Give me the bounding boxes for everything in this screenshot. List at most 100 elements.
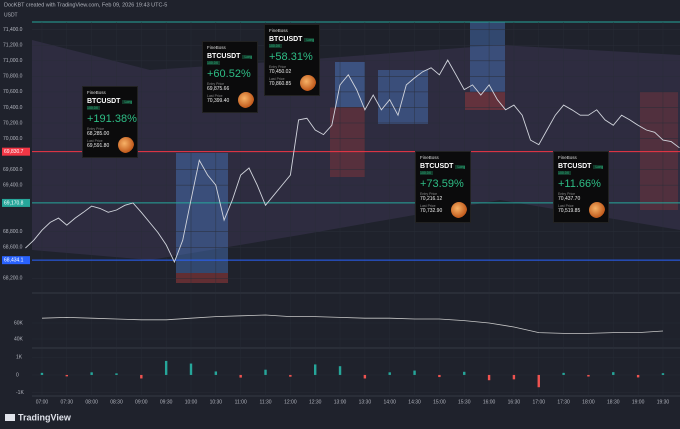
card-val: 70,450.02 <box>269 69 292 75</box>
x-tick-label: 08:30 <box>110 399 123 405</box>
card-sym: BTCUSDT <box>87 98 121 105</box>
delta-bar <box>164 360 168 375</box>
delta-bar <box>140 374 143 379</box>
y-tick-label: 70,400.0 <box>3 105 23 111</box>
header-title: DocKBT created with TradingView.com, Feb… <box>4 2 167 8</box>
card-sym: BTCUSDT <box>558 163 592 170</box>
delta-bar <box>363 374 367 379</box>
x-tick-label: 12:30 <box>309 399 322 405</box>
y-tick-label: 68,800.0 <box>3 229 23 235</box>
card-pnl: +58.31% <box>269 51 313 63</box>
card-coin <box>300 75 316 91</box>
delta-bar <box>636 374 640 378</box>
card-row: BTCUSDT Long 100.0X <box>420 160 466 176</box>
card-val: 70,860.85 <box>269 81 292 87</box>
y-tick-label: 70,000.0 <box>3 136 23 142</box>
card-sym: BTCUSDT <box>420 163 454 170</box>
price-line-series <box>25 59 680 264</box>
y-tick-label: 71,000.0 <box>3 58 23 64</box>
position-box <box>640 92 678 210</box>
price-label: 69,830.7 <box>4 149 24 155</box>
card-row: BTCUSDT Long 100.0X <box>269 33 315 49</box>
y-tick-label: 1K <box>16 355 23 361</box>
position-box <box>470 22 505 92</box>
bands-cloud <box>32 40 680 260</box>
x-tick-label: 09:00 <box>135 399 148 405</box>
y-tick-label: 69,400.0 <box>3 182 23 188</box>
delta-bar <box>463 371 466 375</box>
card-val: 69,875.66 <box>207 86 230 92</box>
card-val: 70,519.85 <box>558 208 581 214</box>
card-lab: Last Price <box>558 204 574 208</box>
brand-logo: TradingView <box>18 412 72 422</box>
y-tick-label: 69,600.0 <box>3 167 23 173</box>
x-tick-label: 14:30 <box>408 399 421 405</box>
x-tick-label: 16:00 <box>483 399 496 405</box>
card-lab: Entry Price <box>87 127 105 131</box>
card-lab: Entry Price <box>420 192 438 196</box>
y-tick-label: 68,200.0 <box>3 276 23 282</box>
delta-bar <box>661 373 665 375</box>
price-label: 69,170.8 <box>4 200 24 206</box>
card-pnl: +191.38% <box>87 113 137 125</box>
x-tick-label: 17:00 <box>533 399 546 405</box>
x-tick-label: 08:00 <box>85 399 98 405</box>
x-tick-label: 11:00 <box>235 399 247 405</box>
card-lab: Last Price <box>269 77 285 81</box>
y-tick-label: 70,200.0 <box>3 120 23 126</box>
card-coin <box>238 92 254 108</box>
x-tick-label: 18:30 <box>607 399 620 405</box>
x-tick-label: 13:00 <box>334 399 347 405</box>
card-row: BTCUSDT Long 100.0X <box>207 50 253 66</box>
x-tick-label: 17:30 <box>557 399 570 405</box>
x-tick-label: 14:00 <box>383 399 396 405</box>
pnl-card: FineBoss BTCUSDT Long 100.0X +73.59% Entry P… <box>415 151 471 223</box>
x-tick-label: 15:00 <box>433 399 446 405</box>
card-sym: BTCUSDT <box>207 53 241 60</box>
x-tick-label: 18:00 <box>582 399 595 405</box>
delta-bar <box>289 374 292 377</box>
card-pnl: +11.66% <box>558 178 601 190</box>
x-tick-label: 15:30 <box>458 399 471 405</box>
card-brand: FineBoss <box>87 90 106 95</box>
pnl-card: FineBoss BTCUSDT Long 100.0X +60.52% Entry P… <box>202 41 258 113</box>
card-row: BTCUSDT Long 100.0X <box>87 95 133 111</box>
position-box <box>465 92 505 110</box>
card-lab: Entry Price <box>207 82 225 86</box>
card-brand: FineBoss <box>207 45 226 50</box>
delta-bar <box>537 374 540 388</box>
indicator-line <box>41 314 664 334</box>
price-label-bg <box>2 256 30 265</box>
card-sym: BTCUSDT <box>269 36 303 43</box>
y-tick-label: 70,600.0 <box>3 89 23 95</box>
pnl-card: FineBoss BTCUSDT Long 100.0X +11.66% Entry P… <box>553 151 609 223</box>
card-coin <box>451 202 467 218</box>
y-tick-label: 71,400.0 <box>3 27 23 33</box>
position-box <box>176 153 228 273</box>
card-pnl: +60.52% <box>207 68 251 80</box>
x-tick-label: 07:00 <box>36 399 49 405</box>
logo-mark <box>5 414 15 421</box>
delta-bar <box>214 371 218 375</box>
delta-bar <box>264 369 267 375</box>
price-label: 68,434.1 <box>4 257 24 263</box>
card-lab: Entry Price <box>558 192 576 196</box>
currency-label: USDT <box>4 12 18 18</box>
x-tick-label: 11:30 <box>259 399 271 405</box>
card-lab: Entry Price <box>269 65 287 69</box>
delta-bar <box>115 373 118 375</box>
x-tick-label: 09:30 <box>160 399 173 405</box>
card-val: 69,591.80 <box>87 143 110 149</box>
delta-bar <box>413 370 416 375</box>
card-row: BTCUSDT Long 100.0X <box>558 160 604 176</box>
card-pnl: +73.59% <box>420 178 464 190</box>
x-tick-label: 07:30 <box>61 399 74 405</box>
x-tick-label: 19:00 <box>632 399 645 405</box>
card-val: 70,437.70 <box>558 196 581 202</box>
card-coin <box>118 137 134 153</box>
pnl-card: FineBoss BTCUSDT Long 100.0X +191.38% Entry … <box>82 86 138 158</box>
y-tick-label: 60K <box>14 320 24 326</box>
x-tick-label: 12:00 <box>284 399 297 405</box>
delta-bar <box>90 372 93 375</box>
